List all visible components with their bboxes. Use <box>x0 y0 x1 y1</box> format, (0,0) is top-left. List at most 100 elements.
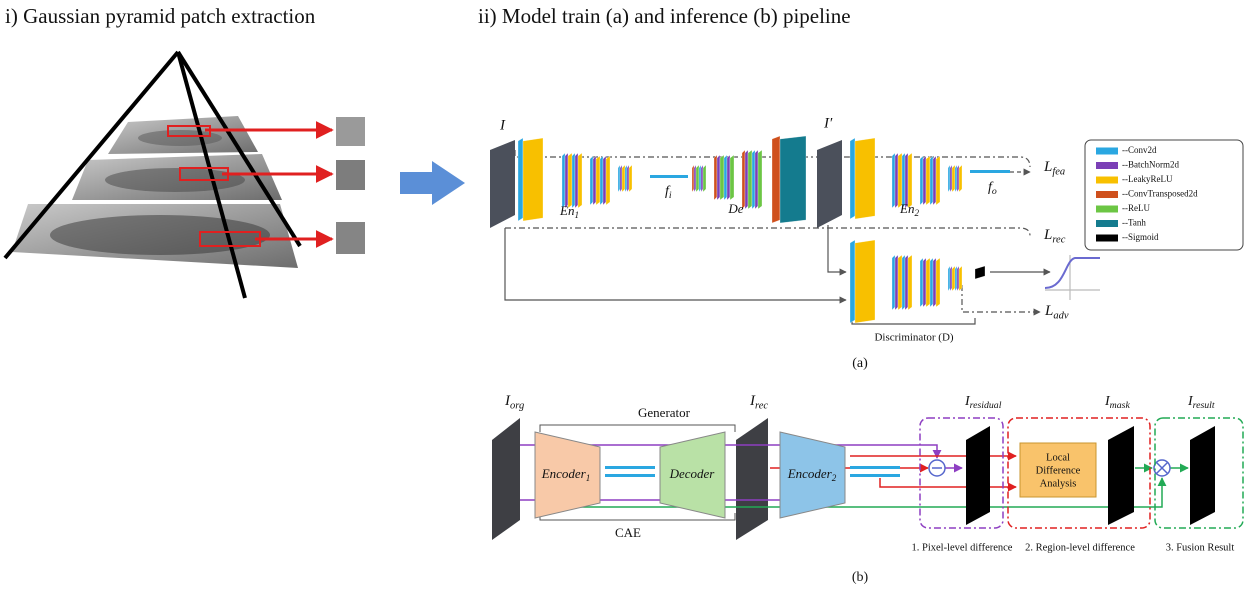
label-base: En <box>899 201 914 216</box>
pyramid <box>5 52 365 298</box>
label-sub: org <box>510 401 524 412</box>
layer <box>562 153 565 208</box>
layer <box>952 266 955 291</box>
math-label: Iresidual <box>964 394 1002 411</box>
label: 2. Region-level difference <box>1025 542 1135 553</box>
layer <box>950 266 952 291</box>
label: 3. Fusion Result <box>1166 542 1235 553</box>
layer <box>892 153 895 208</box>
layer <box>850 240 855 323</box>
legend-swatch <box>1096 162 1118 169</box>
math-label: Irec <box>749 393 768 411</box>
label-sub: rec <box>1052 235 1065 246</box>
math-label: En2 <box>899 201 919 218</box>
label-sub: 2 <box>832 473 837 483</box>
legend-swatch <box>1096 177 1118 184</box>
sigmoid-curve <box>1045 258 1100 288</box>
math-label: Lfea <box>1043 159 1065 177</box>
layer <box>724 155 727 200</box>
label-sub: result <box>1193 400 1215 411</box>
label-sub: o <box>992 186 997 197</box>
layer <box>920 156 923 205</box>
patch <box>336 160 365 190</box>
layer <box>926 156 930 205</box>
layer <box>908 153 912 208</box>
label-sub: i <box>669 190 672 201</box>
label: Local <box>1046 452 1070 463</box>
layer <box>755 150 758 209</box>
legend-label: --Tanh <box>1122 218 1146 228</box>
layer <box>923 156 926 205</box>
label-sub: rec <box>755 401 768 412</box>
layer <box>957 165 959 192</box>
latent <box>605 474 655 477</box>
mask-image <box>1108 426 1134 525</box>
label: 1. Pixel-level difference <box>912 542 1013 553</box>
label: De <box>727 201 743 216</box>
legend-label: --LeakyReLU <box>1122 174 1173 184</box>
layer <box>578 153 582 208</box>
layer <box>572 153 575 208</box>
car <box>50 215 270 255</box>
legend-swatch <box>1096 148 1118 155</box>
label-sub: residual <box>970 400 1002 411</box>
label-base: L <box>1043 227 1052 243</box>
latent <box>850 466 900 469</box>
layer <box>629 165 632 192</box>
math-label: Lrec <box>1043 227 1066 245</box>
layer <box>780 136 806 223</box>
patch <box>336 117 365 146</box>
label-base: Encoder <box>787 466 833 481</box>
layer <box>627 165 629 192</box>
layer <box>902 255 905 310</box>
layer <box>696 165 699 192</box>
inference <box>492 418 1243 540</box>
layer <box>950 165 952 192</box>
legend-label: --Conv2d <box>1122 145 1157 155</box>
layer <box>758 150 762 209</box>
layer <box>898 255 902 310</box>
figure: i) Gaussian pyramid patch extractionii) … <box>0 0 1260 590</box>
residual-image <box>966 426 990 525</box>
legend-label: --ConvTransposed2d <box>1122 189 1198 199</box>
label-sub: fea <box>1052 167 1065 178</box>
label: I <box>499 117 506 133</box>
layer <box>936 156 940 205</box>
layer <box>855 240 875 323</box>
flow-arrow <box>400 161 465 205</box>
math-label: fo <box>988 180 997 197</box>
layer <box>699 165 701 192</box>
label: Difference <box>1036 465 1081 476</box>
layer <box>596 156 600 205</box>
layer <box>930 258 933 307</box>
label: Discriminator (D) <box>874 332 953 344</box>
layer <box>701 165 703 192</box>
layer <box>772 136 780 223</box>
legend-swatch <box>1096 206 1118 213</box>
layer <box>600 156 603 205</box>
label: ii) Model train (a) and inference (b) pi… <box>478 4 851 28</box>
legend-label: --BatchNorm2d <box>1122 160 1179 170</box>
layer <box>952 165 955 192</box>
layer <box>518 138 523 221</box>
layer <box>745 150 748 209</box>
math-label: Encoder2 <box>787 466 837 483</box>
rec-loss-line <box>505 228 1030 236</box>
label: I′ <box>823 115 833 131</box>
layer <box>920 258 923 307</box>
layer <box>694 165 696 192</box>
label: Decoder <box>669 466 716 481</box>
label-base: Encoder <box>541 466 587 481</box>
math-label: Encoder1 <box>541 466 591 483</box>
layer <box>959 266 962 291</box>
layer <box>855 138 875 219</box>
layer <box>720 155 724 200</box>
input-to-disc <box>505 228 846 300</box>
legend-label: --Sigmoid <box>1122 232 1159 242</box>
layer <box>898 153 902 208</box>
layer <box>930 156 933 205</box>
layer <box>895 153 898 208</box>
layer <box>603 156 606 205</box>
latent <box>850 474 900 477</box>
layer <box>620 165 622 192</box>
